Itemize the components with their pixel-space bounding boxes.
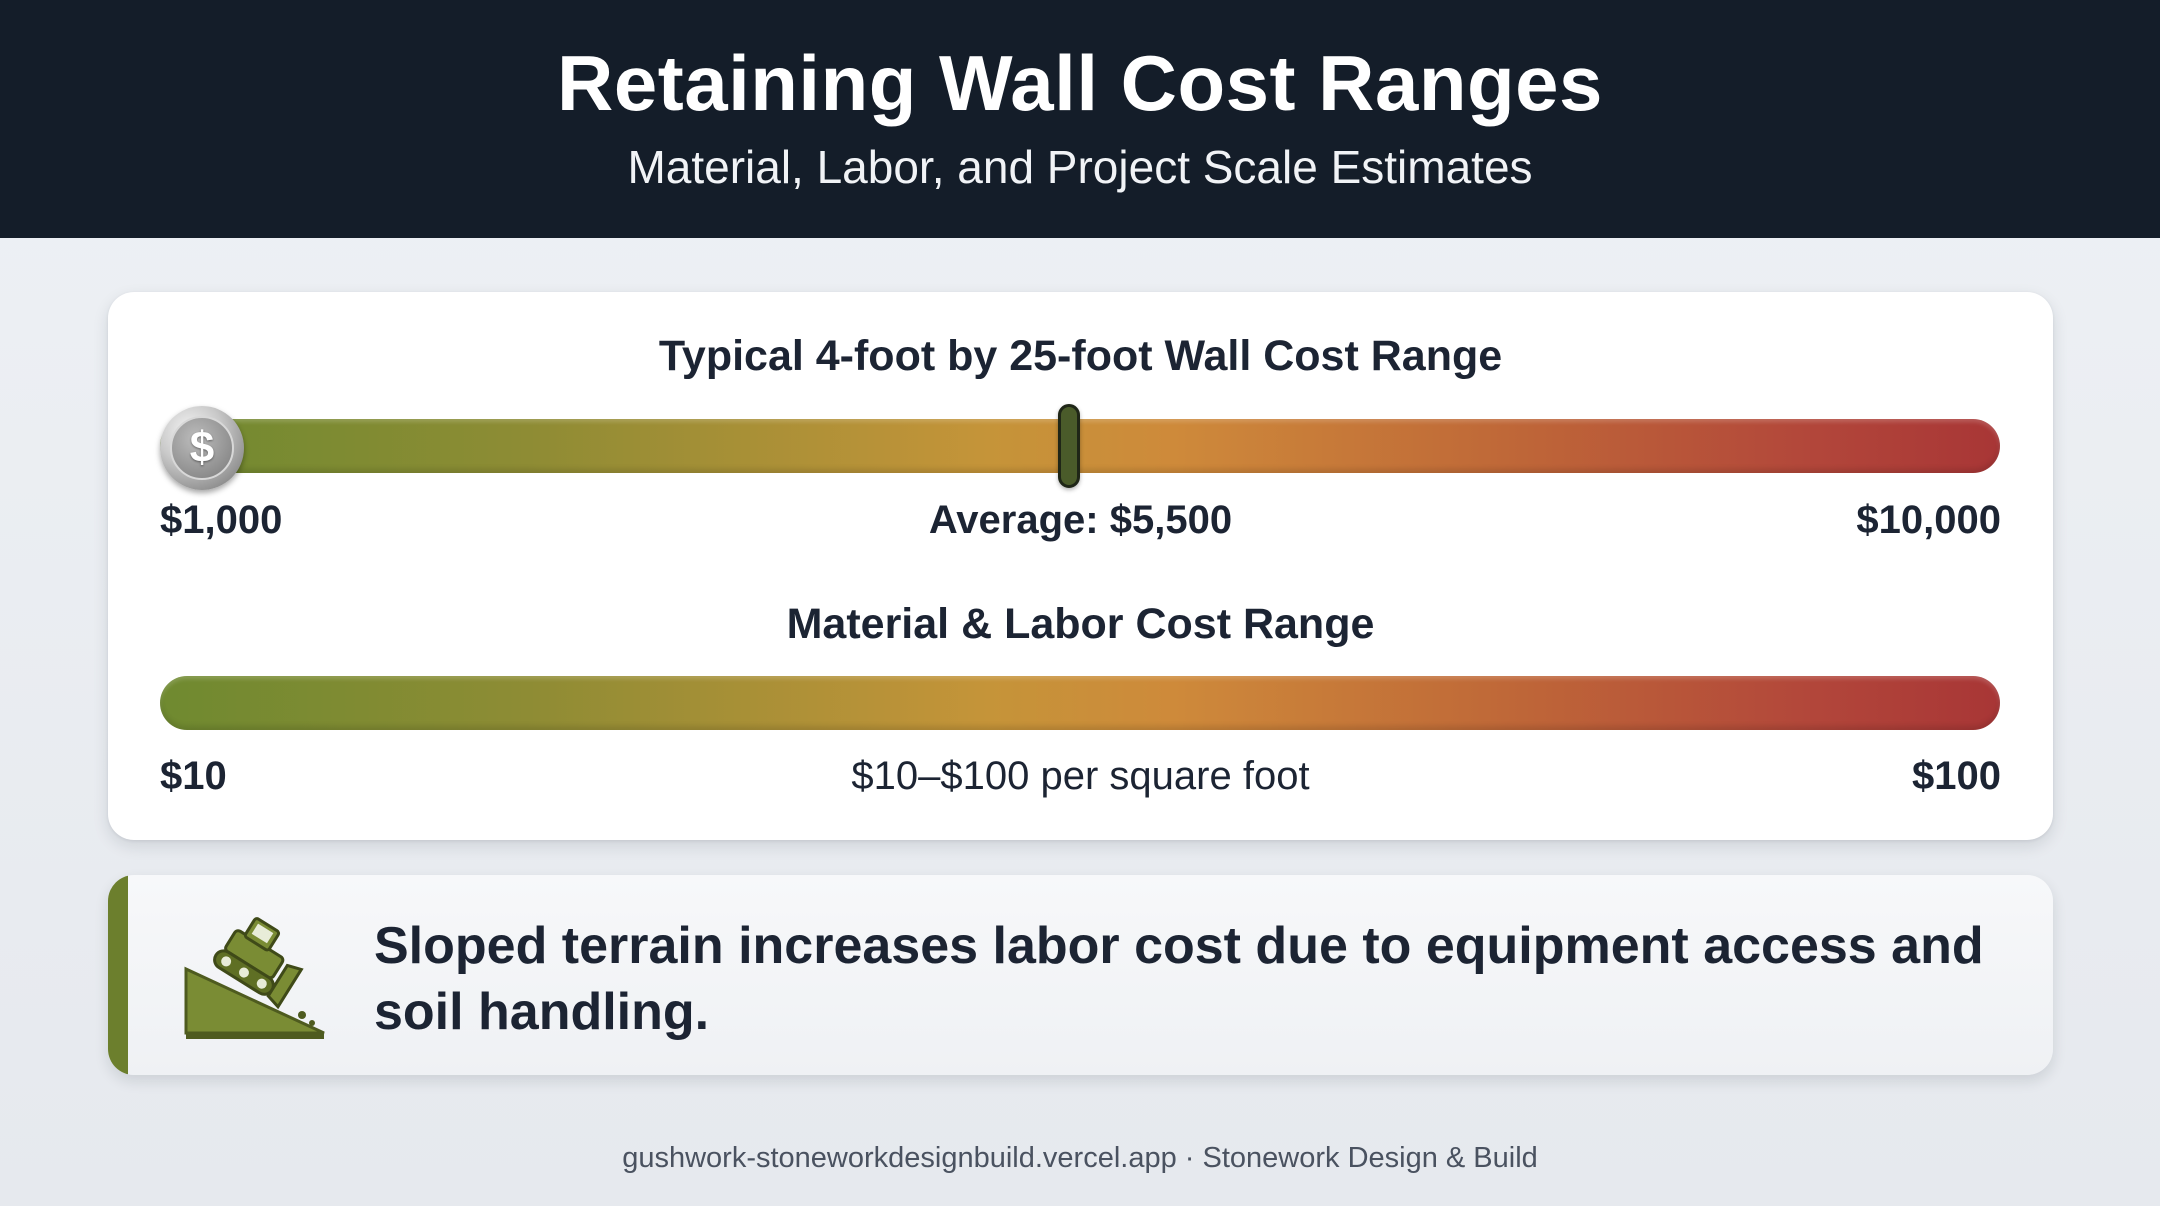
page-subtitle: Material, Labor, and Project Scale Estim… (627, 141, 1533, 193)
material-cost-range-bar (160, 676, 2000, 730)
dollar-coin-icon: $ (160, 406, 244, 490)
material-range-center-label: $10–$100 per square foot (851, 754, 1310, 798)
page-title: Retaining Wall Cost Ranges (557, 39, 1603, 127)
cost-ranges-card: Typical 4-foot by 25-foot Wall Cost Rang… (108, 292, 2053, 840)
sloped-terrain-note: Sloped terrain increases labor cost due … (108, 875, 2053, 1075)
footer-credit: gushwork-stoneworkdesignbuild.vercel.app… (622, 1142, 1538, 1174)
wall-range-average-label: Average: $5,500 (928, 498, 1233, 542)
material-range-min-label: $10 (160, 754, 227, 798)
bulldozer-slope-icon (184, 917, 325, 1039)
material-range-max-label: $100 (1912, 754, 2001, 798)
note-text: Sloped terrain increases labor cost due … (374, 917, 1984, 1041)
header-banner: Retaining Wall Cost Ranges Material, Lab… (0, 0, 2160, 238)
material-range-title: Material & Labor Cost Range (786, 600, 1375, 648)
wall-range-min-label: $1,000 (160, 498, 283, 542)
wall-range-max-label: $10,000 (1856, 498, 2001, 542)
dollar-symbol: $ (170, 416, 234, 480)
wall-cost-range-bar (160, 419, 2000, 473)
note-accent-stripe (108, 875, 128, 1075)
average-marker (1057, 404, 1080, 488)
wall-range-title: Typical 4-foot by 25-foot Wall Cost Rang… (658, 332, 1503, 380)
